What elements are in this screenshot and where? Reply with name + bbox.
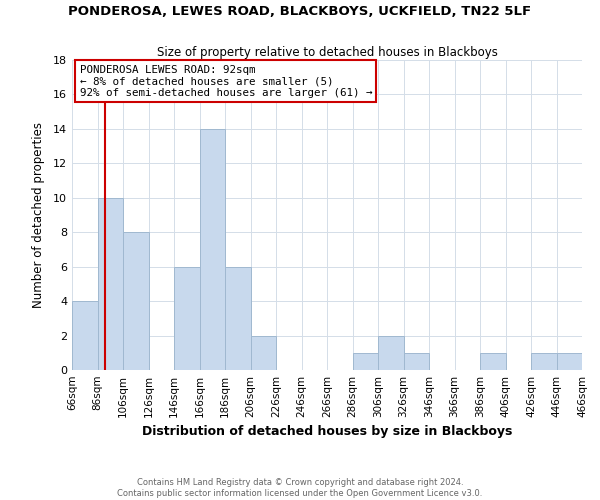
Bar bbox=[97, 198, 123, 370]
Text: Contains HM Land Registry data © Crown copyright and database right 2024.
Contai: Contains HM Land Registry data © Crown c… bbox=[118, 478, 482, 498]
Text: PONDEROSA LEWES ROAD: 92sqm
← 8% of detached houses are smaller (5)
92% of semi-: PONDEROSA LEWES ROAD: 92sqm ← 8% of deta… bbox=[80, 64, 372, 98]
Text: PONDEROSA, LEWES ROAD, BLACKBOYS, UCKFIELD, TN22 5LF: PONDEROSA, LEWES ROAD, BLACKBOYS, UCKFIE… bbox=[68, 5, 532, 18]
Bar bbox=[557, 353, 582, 370]
Bar bbox=[251, 336, 276, 370]
Bar bbox=[480, 353, 505, 370]
Bar bbox=[378, 336, 404, 370]
Bar bbox=[404, 353, 429, 370]
Bar bbox=[200, 129, 225, 370]
Bar bbox=[123, 232, 149, 370]
Bar bbox=[72, 301, 97, 370]
Bar bbox=[353, 353, 378, 370]
Bar bbox=[174, 266, 199, 370]
Title: Size of property relative to detached houses in Blackboys: Size of property relative to detached ho… bbox=[157, 46, 497, 59]
Y-axis label: Number of detached properties: Number of detached properties bbox=[32, 122, 44, 308]
X-axis label: Distribution of detached houses by size in Blackboys: Distribution of detached houses by size … bbox=[142, 426, 512, 438]
Bar bbox=[531, 353, 557, 370]
Bar bbox=[225, 266, 251, 370]
